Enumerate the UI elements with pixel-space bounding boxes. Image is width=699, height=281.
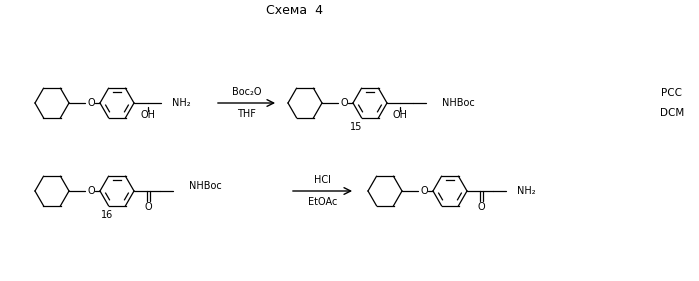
Text: O: O [87, 98, 95, 108]
Text: O: O [340, 98, 348, 108]
Text: THF: THF [237, 109, 256, 119]
Text: 16: 16 [101, 210, 113, 220]
Text: Схема  4: Схема 4 [266, 4, 324, 17]
Text: DCM: DCM [660, 108, 684, 118]
Text: NHBoc: NHBoc [189, 181, 222, 191]
Text: O: O [477, 202, 485, 212]
Text: NH₂: NH₂ [172, 98, 191, 108]
Text: PCC: PCC [661, 88, 682, 98]
Text: Boc₂O: Boc₂O [232, 87, 261, 97]
Text: OH: OH [393, 110, 408, 120]
Text: OH: OH [140, 110, 155, 120]
Text: NHBoc: NHBoc [442, 98, 475, 108]
Text: O: O [144, 202, 152, 212]
Text: NH₂: NH₂ [517, 186, 535, 196]
Text: EtOAc: EtOAc [308, 197, 337, 207]
Text: O: O [420, 186, 428, 196]
Text: O: O [87, 186, 95, 196]
Text: HCl: HCl [314, 175, 331, 185]
Text: 15: 15 [350, 122, 362, 132]
